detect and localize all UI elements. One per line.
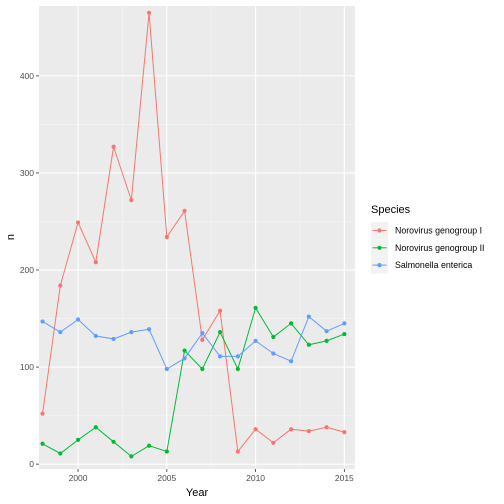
x-tick-label: 2015 <box>335 473 354 483</box>
data-point <box>217 354 223 359</box>
series-line <box>42 306 345 457</box>
x-tick-label: 2010 <box>246 473 265 483</box>
series-1 <box>40 10 347 454</box>
data-point <box>306 342 311 347</box>
data-point <box>75 317 81 322</box>
data-point <box>271 351 276 356</box>
data-point <box>324 329 329 334</box>
data-point <box>342 321 347 326</box>
data-point <box>40 411 45 416</box>
data-point <box>93 260 98 265</box>
data-point <box>253 427 258 432</box>
y-tick-label: 400 <box>20 71 34 81</box>
data-point <box>235 449 240 454</box>
y-tick-label: 0 <box>29 459 34 469</box>
data-point <box>93 425 98 430</box>
data-point <box>253 338 258 343</box>
data-point <box>111 144 116 149</box>
data-point <box>129 330 134 335</box>
data-point <box>324 338 329 343</box>
legend-label: Salmonella enterica <box>395 260 472 270</box>
data-point <box>164 366 169 372</box>
data-point <box>288 321 294 326</box>
legend: Species Norovirus genogroup I Norovirus g… <box>371 204 485 274</box>
legend-label: Norovirus genogroup I <box>395 226 482 236</box>
series-line <box>42 315 345 370</box>
series-3 <box>40 314 347 372</box>
legend-key-point <box>377 245 382 250</box>
data-point <box>40 441 45 446</box>
data-point <box>235 354 240 359</box>
series-layer <box>40 10 347 459</box>
legend-key-point <box>377 228 382 233</box>
data-point <box>111 439 116 444</box>
legend-item: Salmonella enterica <box>371 256 472 274</box>
plot-panel <box>39 6 355 469</box>
series-2 <box>40 305 347 459</box>
series-line <box>42 12 345 453</box>
y-axis-title: n <box>5 234 17 240</box>
data-point <box>164 234 169 240</box>
data-point <box>75 437 81 442</box>
y-tick-label: 300 <box>20 168 34 178</box>
legend-key-point <box>377 263 382 268</box>
x-tick-label: 2000 <box>69 473 88 483</box>
data-point <box>271 440 276 445</box>
data-point <box>58 330 63 335</box>
legend-item: Norovirus genogroup I <box>371 222 482 239</box>
data-point <box>271 334 276 340</box>
data-point <box>129 198 134 203</box>
data-point <box>217 330 223 335</box>
data-point <box>200 366 205 372</box>
data-point <box>235 366 240 372</box>
data-point <box>182 348 187 353</box>
legend-item: Norovirus genogroup II <box>371 239 485 257</box>
data-point <box>342 331 347 337</box>
y-tick-label: 200 <box>20 265 34 275</box>
y-tick-label: 100 <box>20 362 34 372</box>
data-point <box>288 359 294 364</box>
data-point <box>217 308 223 313</box>
data-point <box>342 430 347 435</box>
legend-label: Norovirus genogroup II <box>395 243 485 253</box>
legend-title: Species <box>371 204 411 216</box>
data-point <box>200 337 205 343</box>
data-point <box>253 305 258 310</box>
data-point <box>200 331 205 336</box>
data-point <box>58 451 63 456</box>
x-tick-label: 2005 <box>157 473 176 483</box>
x-axis-title: Year <box>186 487 209 499</box>
y-axis: 0 100 200 300 400 <box>20 71 39 469</box>
data-point <box>182 208 187 213</box>
x-axis: 2000 2005 2010 2015 <box>69 469 354 483</box>
data-point <box>58 283 63 288</box>
data-point <box>182 356 187 361</box>
data-point <box>129 454 134 459</box>
data-point <box>93 333 98 339</box>
data-point <box>306 429 311 434</box>
data-point <box>146 327 152 332</box>
data-point <box>146 443 152 448</box>
data-point <box>111 336 116 342</box>
data-point <box>306 314 311 319</box>
data-point <box>40 319 45 324</box>
data-point <box>75 220 81 225</box>
data-point <box>324 425 329 430</box>
data-point <box>288 427 294 432</box>
data-point <box>146 10 152 15</box>
data-point <box>164 449 169 454</box>
